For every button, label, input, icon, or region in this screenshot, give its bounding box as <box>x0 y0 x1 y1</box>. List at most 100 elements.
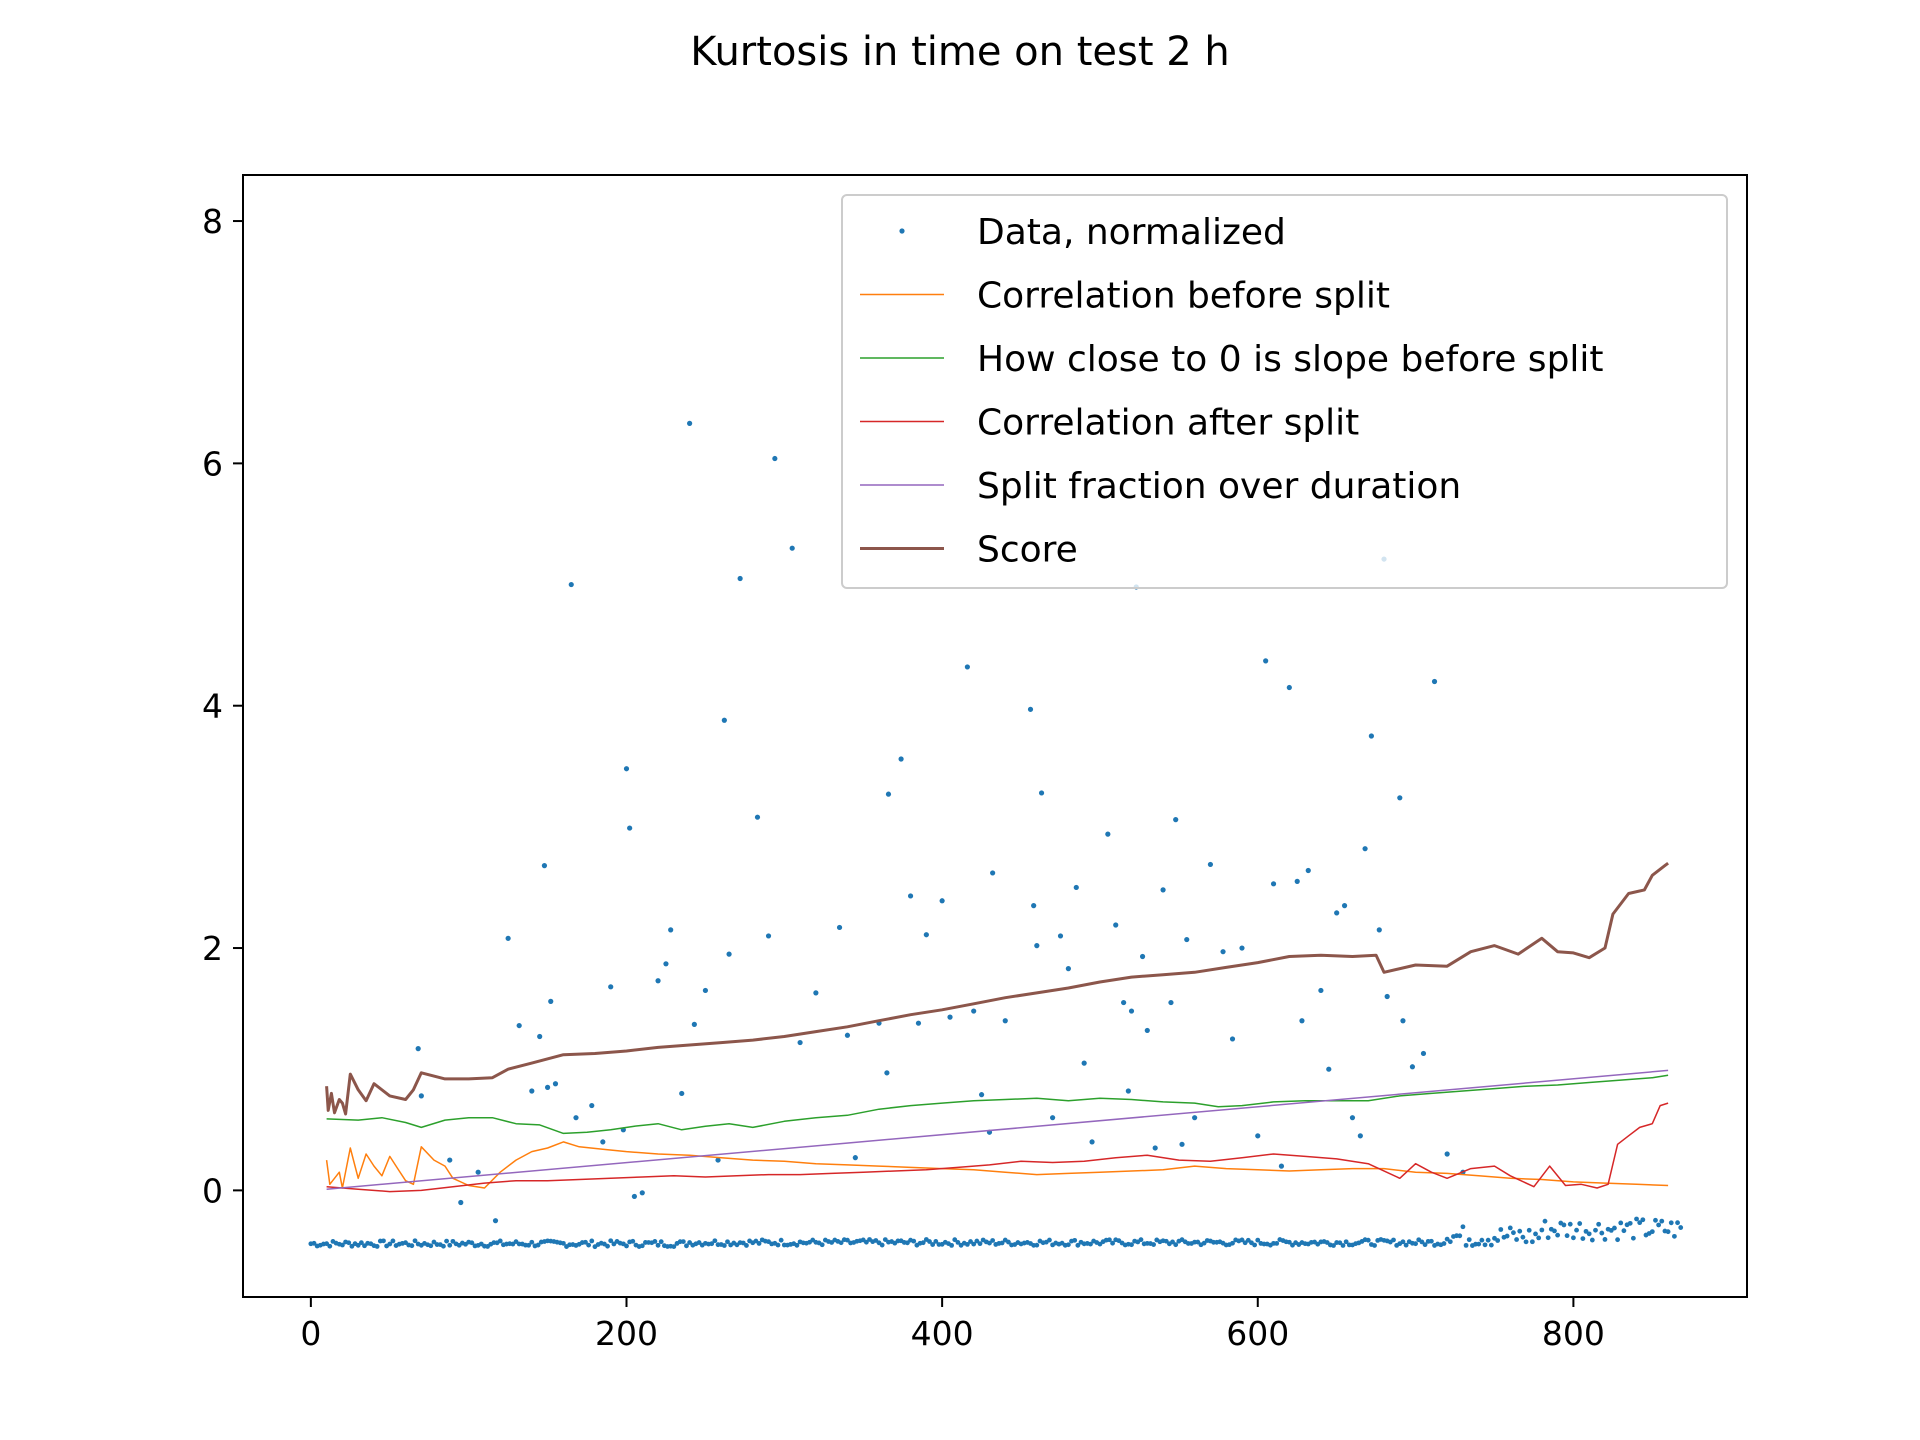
data-point <box>1201 1240 1207 1246</box>
data-point <box>974 1238 980 1244</box>
data-point <box>1299 1018 1305 1024</box>
series-line <box>325 862 1669 1116</box>
legend-entry: Data, normalized <box>899 212 1286 253</box>
data-point <box>1173 817 1179 823</box>
data-point <box>819 1242 825 1248</box>
data-point <box>1184 936 1190 943</box>
data-point <box>608 984 614 990</box>
data-point <box>469 1240 475 1246</box>
data-point <box>1457 1233 1463 1239</box>
legend-entry: How close to 0 is slope before split <box>860 339 1604 380</box>
data-point <box>444 1238 449 1244</box>
data-point <box>1038 790 1045 796</box>
data-point <box>639 1190 645 1196</box>
data-point <box>529 1088 535 1094</box>
data-point <box>1121 999 1127 1006</box>
data-point <box>1170 1239 1175 1245</box>
data-point <box>1653 1217 1658 1223</box>
data-point <box>1413 1241 1418 1247</box>
data-point <box>608 1238 614 1244</box>
data-point <box>1441 1241 1447 1246</box>
data-point <box>971 1241 977 1247</box>
data-point <box>1365 1237 1371 1243</box>
data-point <box>1081 1060 1087 1066</box>
data-point <box>1615 1237 1620 1243</box>
data-point <box>1630 1235 1636 1241</box>
data-point <box>1065 966 1071 972</box>
data-point <box>1050 1115 1056 1121</box>
x-tick-label: 600 <box>1226 1314 1289 1353</box>
data-point <box>754 814 761 820</box>
data-point <box>311 1240 317 1246</box>
data-point <box>447 1157 453 1163</box>
data-point <box>324 1241 330 1247</box>
data-point <box>1195 1239 1201 1245</box>
data-point <box>1160 887 1166 893</box>
data-point <box>409 1243 415 1249</box>
data-point <box>418 1093 424 1099</box>
data-point <box>1274 1241 1280 1246</box>
x-tick-label: 200 <box>595 1314 658 1353</box>
data-point <box>990 1238 996 1243</box>
data-point <box>898 756 904 762</box>
data-point <box>1507 1225 1513 1231</box>
data-point <box>560 1240 566 1246</box>
legend-entry: Split fraction over duration <box>860 466 1461 507</box>
data-point <box>1372 1243 1377 1248</box>
data-point <box>600 1139 606 1145</box>
axes: 0 200 400 600 800 0 2 4 6 8 <box>202 174 1748 1353</box>
data-point <box>1263 658 1269 664</box>
data-point <box>1520 1234 1526 1240</box>
data-point <box>933 1239 939 1244</box>
data-point <box>1230 1240 1235 1246</box>
data-point <box>1286 1239 1292 1245</box>
data-point <box>1479 1237 1485 1243</box>
y-tick-label: 0 <box>202 1171 223 1210</box>
data-point <box>725 1239 730 1245</box>
data-point <box>1495 1238 1501 1243</box>
data-point <box>1539 1227 1545 1233</box>
data-point <box>1239 945 1245 951</box>
series-3 <box>326 1102 1669 1193</box>
data-point <box>1192 1115 1198 1121</box>
data-point <box>797 1039 803 1046</box>
data-point <box>721 717 727 723</box>
data-point <box>1255 1133 1261 1139</box>
data-point <box>568 581 574 588</box>
data-point <box>1305 867 1311 874</box>
data-point <box>1672 1233 1677 1239</box>
series-5 <box>325 862 1669 1116</box>
legend-box <box>841 194 1728 589</box>
data-point <box>1542 1218 1548 1224</box>
data-point <box>927 1239 932 1244</box>
data-point <box>589 1102 595 1109</box>
data-point <box>415 1046 421 1052</box>
data-point <box>726 951 732 957</box>
data-point <box>492 1218 499 1224</box>
data-point <box>1088 1241 1093 1247</box>
data-point <box>1138 1237 1144 1243</box>
data-point <box>573 1115 579 1121</box>
data-point <box>1125 1088 1131 1094</box>
data-point <box>623 766 630 772</box>
data-point <box>863 1239 869 1245</box>
data-point <box>920 1240 926 1246</box>
data-point <box>627 825 633 831</box>
data-point <box>684 1243 689 1249</box>
data-point <box>1577 1221 1583 1226</box>
data-point <box>844 1032 851 1038</box>
data-point <box>1476 1241 1482 1247</box>
data-point <box>1129 1242 1134 1248</box>
data-point <box>1318 987 1324 994</box>
data-point <box>765 933 772 939</box>
data-point <box>987 1240 992 1246</box>
data-point <box>1107 1237 1112 1243</box>
data-point <box>541 863 548 869</box>
data-point <box>964 1241 970 1247</box>
data-point <box>1668 1220 1674 1226</box>
data-point <box>1552 1228 1557 1234</box>
data-point <box>1391 1237 1396 1243</box>
data-point <box>1485 1237 1491 1243</box>
data-point <box>1376 927 1382 933</box>
data-point <box>327 1243 333 1249</box>
